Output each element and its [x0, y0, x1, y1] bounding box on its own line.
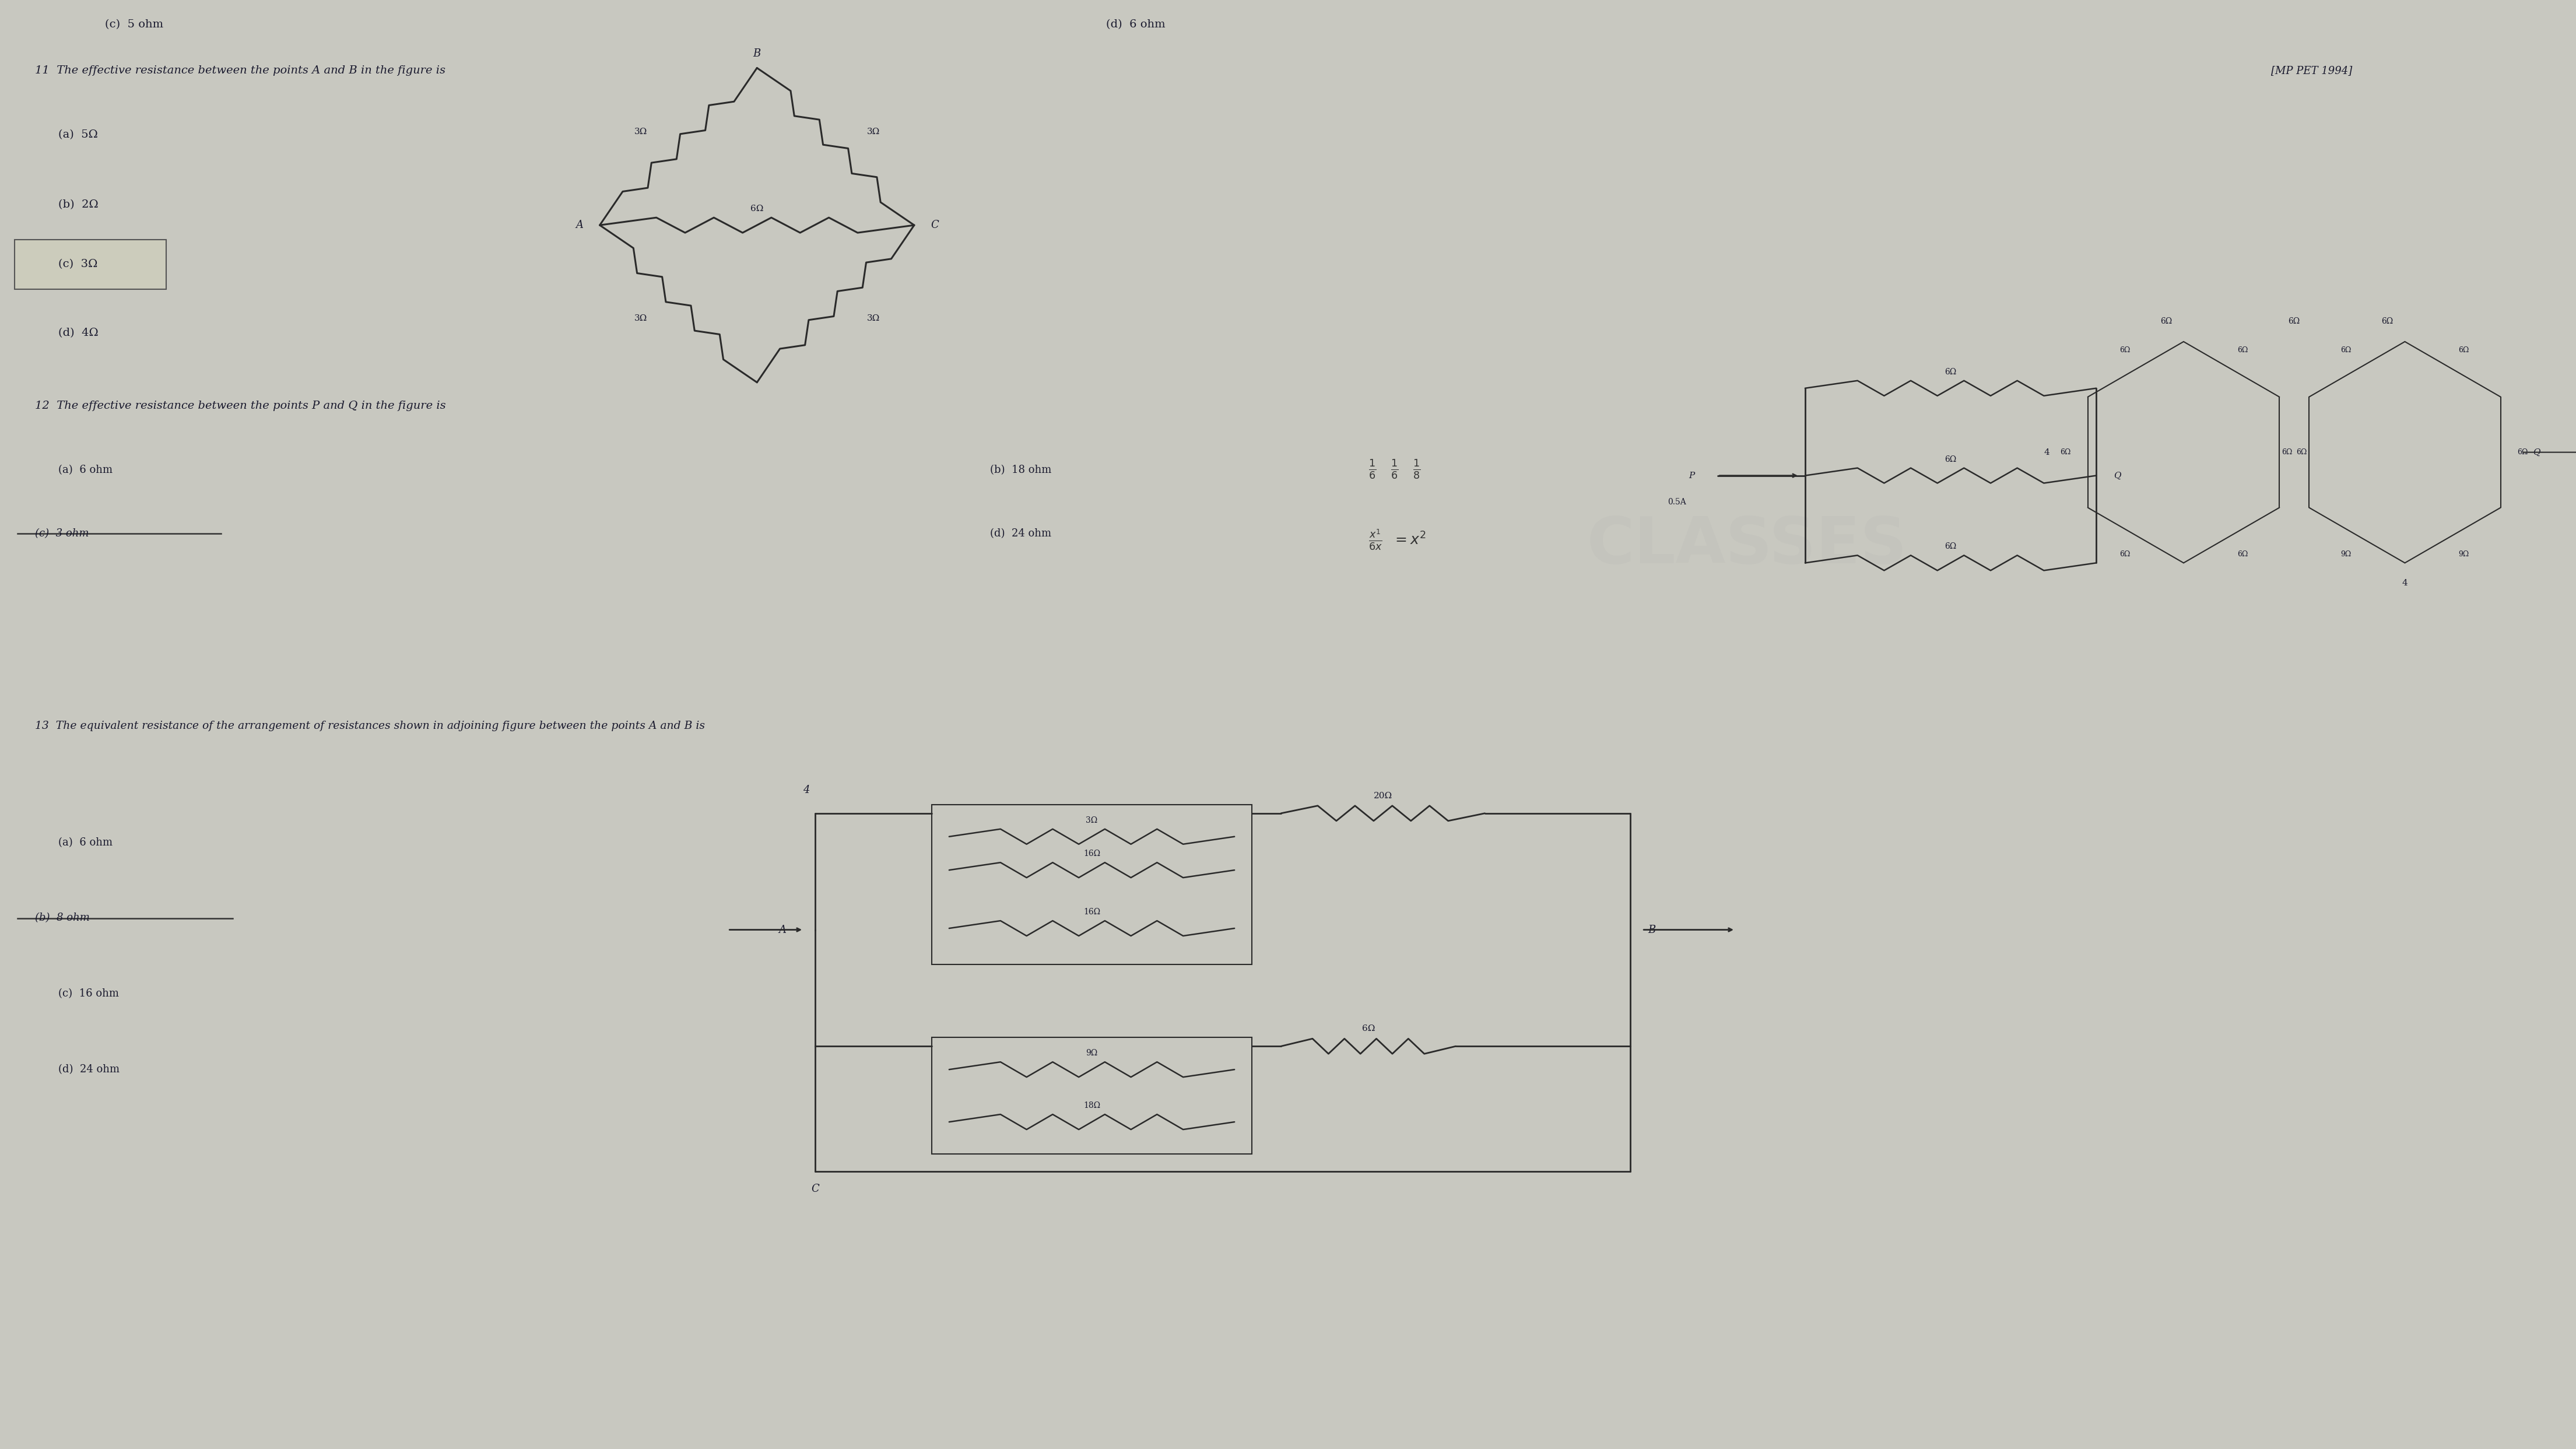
Text: (d)  24 ohm: (d) 24 ohm	[59, 1064, 118, 1075]
Text: A: A	[577, 220, 582, 230]
Text: 4: 4	[2401, 580, 2409, 587]
Text: 6Ω: 6Ω	[2120, 551, 2130, 558]
Text: 16Ω: 16Ω	[1084, 849, 1100, 858]
Text: 4: 4	[804, 785, 809, 796]
Text: 20Ω: 20Ω	[1373, 791, 1391, 800]
Text: 6Ω: 6Ω	[1945, 455, 1958, 464]
Text: Q: Q	[2532, 448, 2540, 456]
Text: 3Ω: 3Ω	[868, 314, 881, 323]
Text: (c)  3Ω: (c) 3Ω	[59, 259, 98, 270]
Text: A: A	[778, 924, 786, 935]
Text: 12  The effective resistance between the points P and Q in the figure is: 12 The effective resistance between the …	[36, 400, 446, 412]
Text: 13  The equivalent resistance of the arrangement of resistances shown in adjoini: 13 The equivalent resistance of the arra…	[36, 720, 706, 732]
Text: 3Ω: 3Ω	[868, 128, 881, 136]
Text: B: B	[1649, 924, 1656, 935]
Text: 6Ω: 6Ω	[2287, 317, 2300, 326]
Text: 6Ω: 6Ω	[1945, 368, 1958, 375]
Text: 6Ω: 6Ω	[2061, 449, 2071, 456]
Bar	[933, 1037, 1252, 1153]
Text: $\frac{1}{6}$   $\frac{1}{6}$   $\frac{1}{8}$: $\frac{1}{6}$ $\frac{1}{6}$ $\frac{1}{8}…	[1368, 459, 1419, 481]
Text: 9Ω: 9Ω	[1087, 1049, 1097, 1058]
Text: 6Ω: 6Ω	[2120, 346, 2130, 354]
Text: 6Ω: 6Ω	[750, 204, 762, 213]
Text: $\frac{x^1}{6x}$  $= x^2$: $\frac{x^1}{6x}$ $= x^2$	[1368, 527, 1427, 552]
Text: (d)  4Ω: (d) 4Ω	[59, 327, 98, 338]
Bar	[933, 804, 1252, 965]
Text: 6Ω: 6Ω	[2161, 317, 2172, 326]
Text: 9Ω: 9Ω	[2458, 551, 2470, 558]
Text: 0.5A: 0.5A	[1667, 497, 1687, 506]
Text: 6Ω: 6Ω	[2236, 346, 2249, 354]
Text: 6Ω: 6Ω	[1363, 1024, 1376, 1033]
Text: (a)  6 ohm: (a) 6 ohm	[59, 465, 113, 475]
FancyBboxPatch shape	[15, 239, 165, 290]
Text: (b)  2Ω: (b) 2Ω	[59, 200, 98, 210]
Text: (a)  5Ω: (a) 5Ω	[59, 129, 98, 141]
Text: (b)  8 ohm: (b) 8 ohm	[36, 913, 90, 923]
Text: 9Ω: 9Ω	[2342, 551, 2352, 558]
Text: C: C	[811, 1184, 819, 1194]
Text: 6Ω: 6Ω	[2517, 449, 2527, 456]
Text: (b)  18 ohm: (b) 18 ohm	[989, 465, 1051, 475]
Text: 16Ω: 16Ω	[1084, 909, 1100, 916]
Text: (a)  6 ohm: (a) 6 ohm	[59, 838, 113, 848]
Text: 6Ω: 6Ω	[2342, 346, 2352, 354]
Text: 6Ω: 6Ω	[2295, 449, 2308, 456]
Text: 6Ω: 6Ω	[2380, 317, 2393, 326]
Text: 6Ω: 6Ω	[1945, 542, 1958, 551]
Text: 3Ω: 3Ω	[634, 128, 647, 136]
Text: 6Ω: 6Ω	[2458, 346, 2470, 354]
Text: (c)  5 ohm: (c) 5 ohm	[106, 19, 162, 29]
Text: [MP PET 1994]: [MP PET 1994]	[2272, 65, 2352, 77]
Text: 3Ω: 3Ω	[634, 314, 647, 323]
Text: CLASSES: CLASSES	[1587, 514, 1906, 577]
Text: 18Ω: 18Ω	[1084, 1101, 1100, 1110]
Text: (d)  6 ohm: (d) 6 ohm	[1105, 19, 1164, 29]
Text: 3Ω: 3Ω	[1087, 816, 1097, 824]
Text: 6Ω: 6Ω	[2236, 551, 2249, 558]
Text: P: P	[1687, 471, 1695, 480]
Text: B: B	[752, 48, 760, 58]
Text: 6Ω: 6Ω	[2282, 449, 2293, 456]
Text: 4: 4	[2043, 448, 2050, 456]
Text: (d)  24 ohm: (d) 24 ohm	[989, 529, 1051, 539]
Text: Q: Q	[2115, 471, 2120, 480]
Text: C: C	[930, 220, 938, 230]
Text: (c)  16 ohm: (c) 16 ohm	[59, 988, 118, 998]
Text: (c)  3 ohm: (c) 3 ohm	[36, 529, 88, 539]
Text: 11  The effective resistance between the points A and B in the figure is: 11 The effective resistance between the …	[36, 65, 446, 77]
